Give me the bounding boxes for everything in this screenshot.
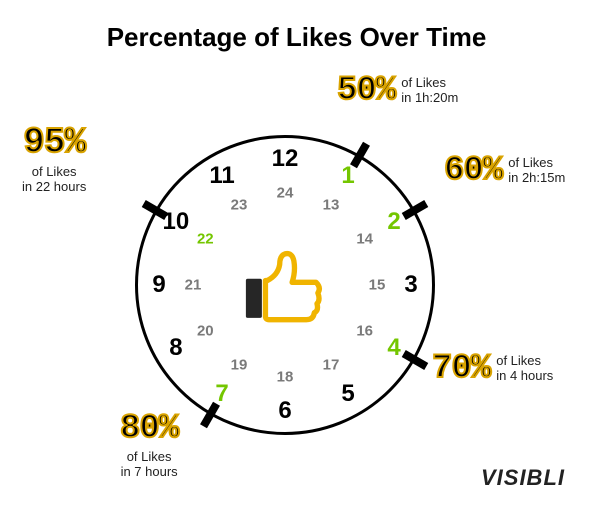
pct-sub: of Likesin 2h:15m <box>508 156 565 186</box>
callout-c50: 50%of Likesin 1h:20m <box>337 72 458 110</box>
clock-number: 4 <box>387 336 400 360</box>
clock-number: 21 <box>185 278 202 293</box>
callout-c80: 80%of Likesin 7 hours <box>120 410 178 480</box>
clock-number: 5 <box>341 382 354 406</box>
clock-number: 24 <box>277 186 294 201</box>
pct-sub: of Likesin 7 hours <box>120 450 178 480</box>
clock-number: 19 <box>231 357 248 372</box>
clock-number: 3 <box>404 273 417 297</box>
pct-value: 70% <box>432 350 490 388</box>
pct-value: 60% <box>444 152 502 190</box>
clock-number: 1 <box>341 164 354 188</box>
clock-number: 22 <box>197 232 214 247</box>
thumb-icon <box>240 245 330 325</box>
clock-number: 14 <box>356 232 373 247</box>
clock-number: 10 <box>163 210 190 234</box>
clock-number: 20 <box>197 324 214 339</box>
callout-c95: 95%of Likesin 22 hours <box>22 122 86 195</box>
clock-number: 16 <box>356 324 373 339</box>
title: Percentage of Likes Over Time <box>0 22 593 53</box>
clock-number: 15 <box>369 278 386 293</box>
clock-number: 12 <box>272 147 299 171</box>
clock-number: 7 <box>215 382 228 406</box>
clock-number: 6 <box>278 399 291 423</box>
pct-sub: of Likesin 4 hours <box>496 354 553 384</box>
pct-value: 95% <box>22 122 86 163</box>
clock-number: 23 <box>231 198 248 213</box>
pct-sub: of Likesin 22 hours <box>22 165 86 195</box>
pct-value: 80% <box>120 410 178 448</box>
brand-logo: VISIBLI <box>481 465 565 491</box>
callout-c70: 70%of Likesin 4 hours <box>432 350 553 388</box>
callout-c60: 60%of Likesin 2h:15m <box>444 152 565 190</box>
clock-number: 18 <box>277 370 294 385</box>
clock-number: 2 <box>387 210 400 234</box>
clock-number: 11 <box>209 164 234 188</box>
clock-number: 13 <box>323 198 340 213</box>
clock-number: 17 <box>323 357 340 372</box>
clock-number: 9 <box>152 273 165 297</box>
pct-value: 50% <box>337 72 395 110</box>
pct-sub: of Likesin 1h:20m <box>401 76 458 106</box>
clock-number: 8 <box>169 336 182 360</box>
